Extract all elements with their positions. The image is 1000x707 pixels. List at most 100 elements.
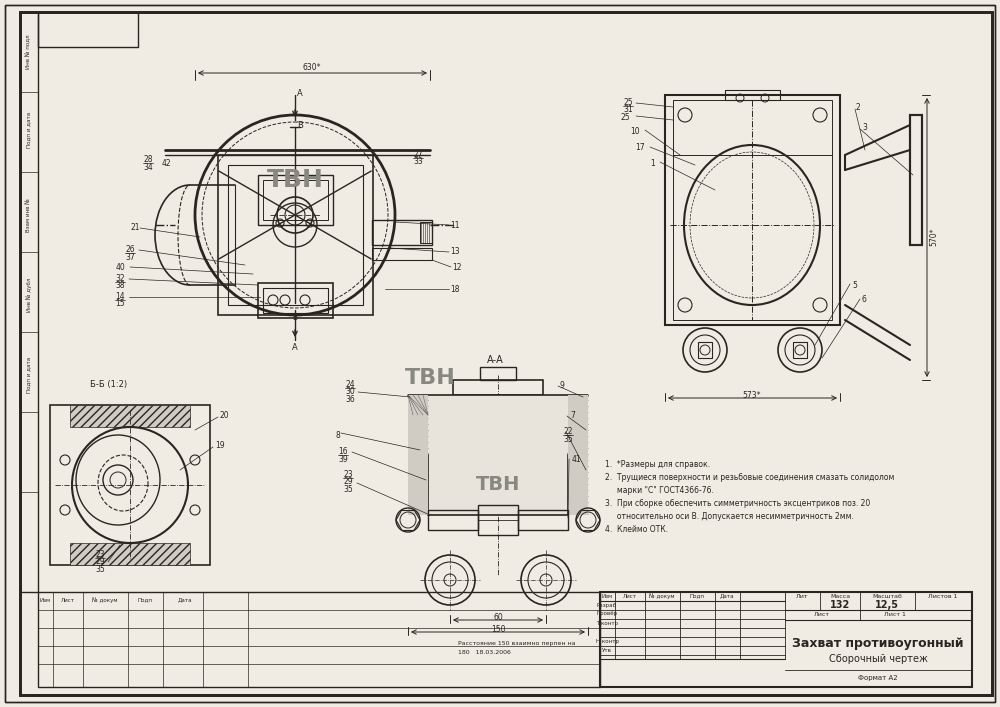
Text: Лист: Лист <box>814 612 830 617</box>
Text: 35: 35 <box>343 486 353 494</box>
Text: 28: 28 <box>143 155 153 164</box>
Text: 23: 23 <box>343 470 353 479</box>
Text: Взам инв №: Взам инв № <box>26 198 32 232</box>
Text: Подп: Подп <box>138 597 152 602</box>
Text: 24: 24 <box>345 380 355 389</box>
Text: 2.  Трущиеся поверхности и резьбовые соединения смазать солидолом: 2. Трущиеся поверхности и резьбовые соед… <box>605 473 894 482</box>
Text: Масштаб: Масштаб <box>872 595 902 600</box>
Text: 35: 35 <box>95 566 105 575</box>
Text: 30: 30 <box>345 387 355 397</box>
Text: № докум: № докум <box>649 593 675 599</box>
Text: 29: 29 <box>95 558 105 566</box>
Bar <box>698 342 712 358</box>
Text: Листов 1: Листов 1 <box>928 595 958 600</box>
Text: 35: 35 <box>563 435 573 443</box>
Text: 17: 17 <box>635 144 645 153</box>
Text: A: A <box>297 90 303 98</box>
Text: Формат А2: Формат А2 <box>858 675 898 681</box>
Bar <box>228 165 363 305</box>
Text: относительно оси В. Допускается несимметричность 2мм.: относительно оси В. Допускается несиммет… <box>605 512 854 521</box>
Bar <box>665 95 840 325</box>
Text: 2: 2 <box>856 103 861 112</box>
Text: 10: 10 <box>630 127 640 136</box>
Text: Захват противоугонный: Захват противоугонный <box>792 638 964 650</box>
Text: 26: 26 <box>125 245 135 254</box>
Text: Сборочный чертеж: Сборочный чертеж <box>829 654 927 664</box>
Text: А-А: А-А <box>487 355 503 365</box>
Text: Разраб: Разраб <box>597 602 617 607</box>
Text: Лит: Лит <box>796 595 808 600</box>
Bar <box>50 405 210 565</box>
Bar <box>408 395 428 515</box>
Text: 36: 36 <box>345 395 355 404</box>
Text: 32: 32 <box>115 274 125 283</box>
Text: 6: 6 <box>862 296 867 305</box>
Text: 40: 40 <box>115 264 125 272</box>
Text: 573*: 573* <box>743 390 761 399</box>
Text: 5: 5 <box>852 281 857 289</box>
Bar <box>568 395 588 515</box>
Text: Лист: Лист <box>61 597 75 602</box>
Text: 18: 18 <box>450 286 460 295</box>
Text: 42: 42 <box>162 158 172 168</box>
Text: 33: 33 <box>413 158 423 167</box>
Text: 27: 27 <box>413 150 423 159</box>
Bar <box>20 12 38 592</box>
Text: Провёр: Провёр <box>596 612 618 617</box>
Bar <box>793 342 807 358</box>
Text: 570*: 570* <box>930 228 938 246</box>
Text: 34: 34 <box>143 163 153 172</box>
Text: Утв: Утв <box>602 648 612 653</box>
Text: 38: 38 <box>115 281 125 291</box>
Bar <box>600 592 972 687</box>
Text: Инв № дубл: Инв № дубл <box>26 278 32 312</box>
Polygon shape <box>408 395 588 515</box>
Text: № докум: № докум <box>92 597 118 603</box>
Bar <box>372 220 432 245</box>
Bar <box>420 222 432 243</box>
Text: 150: 150 <box>491 624 505 633</box>
Text: ТВН: ТВН <box>476 476 520 494</box>
Text: 3: 3 <box>862 124 867 132</box>
Text: 630*: 630* <box>303 64 321 73</box>
Text: B: B <box>292 313 298 322</box>
Text: 25: 25 <box>623 98 633 107</box>
Bar <box>372 248 432 260</box>
Text: 29: 29 <box>343 477 353 486</box>
Text: 11: 11 <box>450 221 460 230</box>
Bar <box>258 175 333 225</box>
Text: Т контр: Т контр <box>596 621 618 626</box>
Text: 15: 15 <box>115 300 125 308</box>
Text: ТВН: ТВН <box>267 168 323 192</box>
Text: Дата: Дата <box>720 593 734 599</box>
Text: 25: 25 <box>620 114 630 122</box>
Text: 3.  При сборке обеспечить симметричность эксцентриков поз. 20: 3. При сборке обеспечить симметричность … <box>605 499 870 508</box>
Bar <box>258 283 333 318</box>
Text: 31: 31 <box>623 105 633 115</box>
Text: 132: 132 <box>830 600 850 610</box>
Bar <box>478 505 518 535</box>
Bar <box>70 543 190 565</box>
Bar <box>910 115 922 245</box>
Bar <box>518 510 568 530</box>
Text: ТВН: ТВН <box>405 368 455 388</box>
Bar <box>453 380 543 395</box>
Text: Лист: Лист <box>623 593 637 599</box>
Text: 14: 14 <box>115 292 125 301</box>
Text: 4.  Клеймо ОТК.: 4. Клеймо ОТК. <box>605 525 668 534</box>
Bar <box>38 592 600 687</box>
Text: 8: 8 <box>335 431 340 440</box>
Text: 7: 7 <box>570 411 575 419</box>
Text: Подп: Подп <box>690 593 704 599</box>
Text: 37: 37 <box>125 252 135 262</box>
Text: 20: 20 <box>220 411 230 419</box>
Text: 180   18.03.2006: 180 18.03.2006 <box>458 650 511 655</box>
Text: 23: 23 <box>95 550 105 559</box>
Text: 9: 9 <box>560 380 565 390</box>
Bar <box>38 12 138 47</box>
Bar <box>263 180 328 220</box>
Text: 12: 12 <box>452 264 462 272</box>
Text: Изм: Изм <box>601 593 613 599</box>
Text: Н контр: Н контр <box>596 638 618 643</box>
Text: Изм: Изм <box>39 597 51 602</box>
